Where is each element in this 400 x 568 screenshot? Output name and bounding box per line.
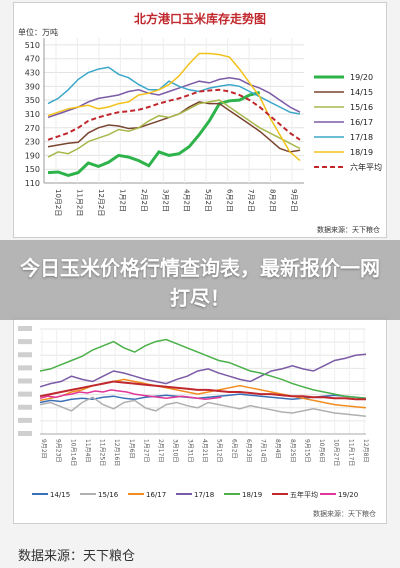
y-tick-label-blurred: [18, 352, 32, 358]
y-tick-label: 310: [25, 110, 40, 119]
legend-label: 14/15: [50, 491, 70, 499]
legend-label: 六年平均: [350, 162, 382, 172]
y-tick-label: 350: [25, 96, 40, 105]
y-tick-label-blurred: [18, 431, 32, 436]
x-tick-label: 7月2日: [247, 189, 255, 212]
y-tick-label: 230: [25, 138, 40, 147]
x-tick-label: 3月31日: [186, 439, 193, 462]
y-tick-label: 510: [25, 41, 40, 50]
chart-title: 北方港口玉米库存走势图: [134, 11, 266, 26]
legend-label: 19/20: [338, 491, 358, 499]
legend-label: 18/19: [242, 491, 262, 499]
legend-label: 18/19: [350, 148, 373, 157]
x-tick-label: 6月23日: [245, 439, 252, 462]
x-tick-label: 9月2日: [40, 439, 47, 459]
x-tick-label: 12月16日: [113, 439, 120, 466]
legend-label: 15/16: [350, 103, 373, 112]
series-line: [39, 380, 366, 401]
y-tick-label: 190: [25, 151, 40, 160]
y-tick-label: 430: [25, 69, 40, 78]
y-tick-label: 150: [25, 165, 40, 174]
y-tick-label-blurred: [18, 391, 32, 397]
x-tick-label: 10月14日: [69, 439, 76, 466]
legend-label: 15/16: [98, 491, 119, 499]
series-line: [47, 76, 301, 119]
x-tick-label: 8月4日: [274, 439, 281, 459]
x-tick-label: 1月27日: [142, 439, 149, 462]
series-line: [47, 91, 261, 177]
y-tick-label-blurred: [18, 417, 32, 423]
x-tick-label: 12月2日: [97, 189, 105, 216]
x-tick-label: 5月2日: [204, 189, 212, 212]
headline-overlay: [0, 240, 400, 320]
x-tick-label: 6月2日: [230, 439, 237, 459]
series-line: [39, 338, 367, 400]
unit-label: 单位：万吨: [18, 27, 58, 37]
x-tick-label: 11月2日: [75, 189, 83, 216]
x-tick-label: 3月10日: [172, 439, 179, 462]
x-tick-label: 9月2日: [290, 189, 298, 212]
price-chart: 9月2日 9月23日 10月14日 11月4日 11月25日 12月16日 1月6日 1月27…: [18, 326, 376, 518]
y-tick-label: 470: [25, 55, 40, 64]
x-tick-label: 11月4日: [84, 439, 91, 462]
y-tick-label-blurred: [18, 326, 32, 331]
series-line: [47, 66, 301, 115]
source-label: 数据来源：天下粮仓: [317, 225, 380, 234]
x-tick-label: 3月2日: [161, 189, 169, 212]
legend-label: 19/20: [350, 73, 373, 82]
legend-label: 14/15: [350, 88, 373, 97]
series-line: [47, 52, 301, 162]
price-chart-panel: 9月2日 9月23日 10月14日 11月4日 11月25日 12月16日 1月6日 1月27…: [13, 318, 387, 524]
series-line: [47, 99, 301, 158]
legend-label: 16/17: [350, 118, 373, 127]
x-tick-label: 8月25日: [289, 439, 296, 462]
x-tick-label: 8月2日: [269, 189, 277, 212]
x-tick-label: 1月2日: [118, 189, 126, 212]
x-tick-label: 10月2日: [54, 189, 62, 216]
x-tick-label: 10月6日: [318, 439, 325, 462]
inventory-chart-panel: 北方港口玉米库存走势图单位：万吨 110 150 190 230 270 310 350 390…: [13, 2, 387, 238]
x-tick-label: 12月8日: [362, 439, 369, 462]
series-line: [39, 396, 367, 417]
x-tick-label: 9月23日: [55, 439, 62, 462]
x-tick-label: 6月2日: [226, 189, 234, 212]
y-tick-label: 110: [25, 179, 40, 188]
x-tick-label: 1月6日: [128, 439, 135, 459]
source-label: 数据来源：天下粮仓: [313, 509, 376, 518]
x-tick-label: 10月27日: [333, 439, 340, 466]
y-tick-label: 390: [25, 82, 40, 91]
x-tick-label: 11月17日: [347, 439, 354, 466]
x-tick-label: 4月2日: [183, 189, 191, 212]
footer-source: 数据来源：天下粮仓: [18, 549, 136, 564]
legend-label: 五年平均: [290, 490, 318, 499]
series-line: [39, 353, 367, 388]
y-tick-label-blurred: [18, 378, 32, 384]
x-tick-label: 2月17日: [157, 439, 164, 462]
legend-label: 16/17: [146, 491, 166, 499]
series-line: [39, 389, 222, 401]
y-tick-label-blurred: [18, 365, 32, 371]
legend-label: 17/18: [194, 491, 214, 499]
x-tick-label: 4月21日: [201, 439, 208, 462]
headline[interactable]: 今日玉米价格行情查询表，最新报价一网打尽！: [20, 256, 380, 310]
x-tick-label: 9月15日: [303, 439, 310, 462]
x-tick-label: 5月12日: [216, 439, 223, 462]
y-tick-label-blurred: [18, 339, 32, 345]
y-tick-label: 270: [25, 124, 40, 133]
y-tick-label-blurred: [18, 404, 32, 410]
legend-label: 17/18: [350, 133, 373, 142]
x-tick-label: 2月2日: [140, 189, 148, 212]
x-tick-label: 7月14日: [260, 439, 267, 462]
x-tick-label: 11月25日: [99, 439, 106, 466]
